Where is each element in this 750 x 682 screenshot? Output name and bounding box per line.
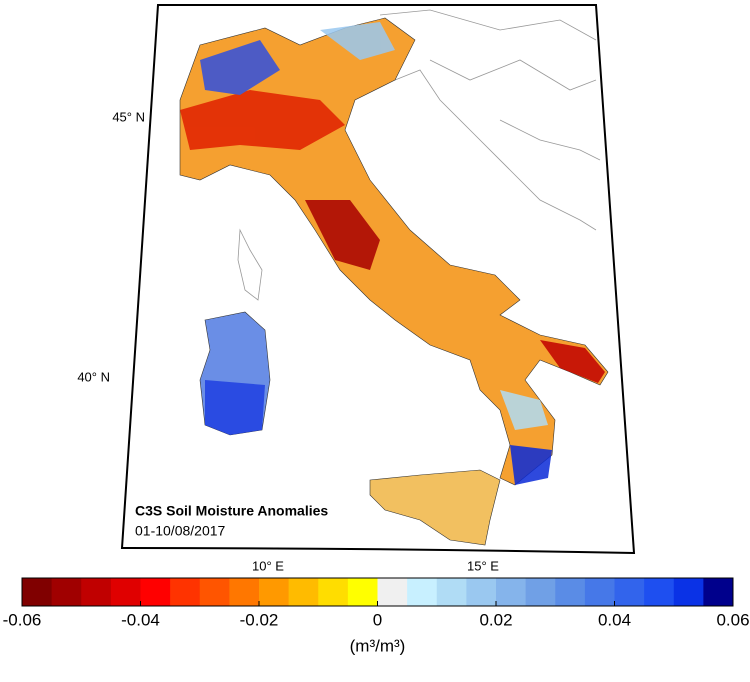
border — [499, 119, 601, 161]
colorbar-segment — [229, 578, 260, 606]
colorbar-segment — [407, 578, 438, 606]
colorbar-tick-label: -0.02 — [240, 610, 279, 629]
lon-label: 10° E — [252, 558, 284, 573]
colorbar-segment — [259, 578, 290, 606]
wet-patch — [510, 445, 552, 485]
colorbar-tick-label: 0.02 — [479, 610, 512, 629]
map-title: C3S Soil Moisture Anomalies — [135, 503, 328, 519]
colorbar-segment — [436, 578, 467, 606]
colorbar-segment — [140, 578, 171, 606]
colorbar-segment — [644, 578, 675, 606]
coastline — [394, 69, 597, 231]
colorbar-segment — [525, 578, 556, 606]
map-period: 01-10/08/2017 — [135, 523, 226, 539]
border — [379, 9, 597, 41]
colorbar-tick-label: 0.04 — [598, 610, 631, 629]
lat-label: 40° N — [77, 369, 110, 384]
dry-patch — [540, 340, 605, 383]
corsica — [237, 228, 263, 301]
wet-patch — [205, 380, 265, 435]
colorbar-segment — [347, 578, 378, 606]
wet-patch — [200, 40, 280, 95]
colorbar-tick-label: 0.06 — [716, 610, 749, 629]
neighbor-coastlines — [237, 9, 601, 301]
colorbar-segment — [110, 578, 141, 606]
colorbar-tick-label: -0.04 — [121, 610, 160, 629]
colorbar-unit: (m³/m³) — [350, 636, 406, 655]
colorbar-segment — [555, 578, 586, 606]
colorbar-segment — [496, 578, 527, 606]
anomaly-patches — [180, 22, 605, 485]
dry-patch — [305, 200, 380, 270]
colorbar-segment — [170, 578, 201, 606]
lon-label: 15° E — [467, 558, 499, 573]
colorbar-segment — [22, 578, 53, 606]
colorbar-segment — [51, 578, 82, 606]
wet-patch — [500, 390, 548, 430]
colorbar-segment — [199, 578, 230, 606]
colorbar-segment — [318, 578, 349, 606]
colorbar-segment — [614, 578, 645, 606]
map-frame — [120, 4, 636, 555]
lat-label: 45° N — [112, 109, 145, 124]
colorbar-tick-label: -0.06 — [3, 610, 42, 629]
colorbar-segment — [673, 578, 704, 606]
sicily — [369, 469, 501, 546]
colorbar-segment — [288, 578, 319, 606]
colorbar-segment — [81, 578, 112, 606]
border — [429, 59, 597, 91]
colorbar-segment — [584, 578, 615, 606]
colorbar-segment — [377, 578, 408, 606]
wet-patch — [320, 22, 395, 60]
colorbar-tick-label: 0 — [373, 610, 382, 629]
colorbar-segment — [703, 578, 734, 606]
dry-patch — [180, 90, 345, 150]
colorbar-segment — [466, 578, 497, 606]
